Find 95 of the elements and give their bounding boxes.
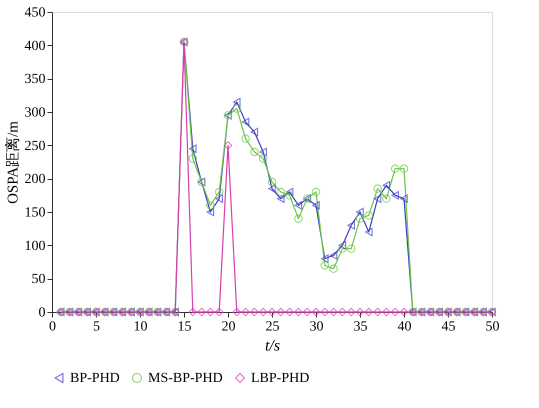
point — [373, 184, 382, 193]
point — [346, 308, 356, 316]
point — [320, 261, 330, 270]
point — [374, 194, 382, 203]
point — [302, 308, 312, 316]
point — [364, 308, 374, 316]
point — [188, 308, 198, 316]
point — [188, 154, 198, 163]
point — [382, 181, 390, 190]
point — [268, 308, 276, 316]
point — [391, 191, 399, 200]
point — [320, 308, 330, 316]
y-tick-label: 50 — [32, 272, 46, 288]
x-tick-label: 45 — [442, 320, 456, 334]
x-tick-label: 25 — [266, 320, 280, 334]
point — [206, 201, 215, 210]
point — [312, 308, 320, 316]
y-tick-label: 200 — [24, 172, 46, 188]
point — [189, 144, 197, 153]
point — [294, 201, 302, 210]
point — [277, 194, 285, 203]
legend-label: BP-PHD — [70, 371, 120, 386]
point — [250, 308, 259, 316]
point — [312, 201, 320, 210]
point — [294, 214, 303, 223]
y-tick-label: 150 — [24, 206, 46, 220]
point — [258, 308, 268, 316]
point — [338, 241, 346, 250]
point — [364, 211, 374, 220]
point — [233, 98, 241, 106]
x-tick-label: 35 — [354, 320, 368, 334]
point — [276, 188, 286, 196]
point — [259, 148, 267, 156]
point — [250, 128, 258, 136]
point — [294, 308, 303, 316]
point — [214, 188, 224, 196]
point — [356, 308, 364, 316]
x-tick-label: 0 — [49, 320, 56, 334]
x-tick-label: 10 — [134, 320, 148, 334]
x-tick-label: 20 — [222, 320, 236, 334]
point — [330, 251, 338, 260]
point — [214, 308, 224, 316]
point — [312, 188, 320, 196]
point — [400, 164, 408, 173]
point — [276, 308, 286, 316]
point — [250, 148, 259, 156]
point — [258, 154, 268, 163]
point — [329, 264, 338, 273]
point — [242, 118, 250, 126]
point — [347, 221, 355, 230]
point — [382, 308, 391, 316]
point — [241, 308, 250, 316]
legend-label: LBP-PHD — [251, 371, 310, 386]
point — [338, 308, 347, 316]
point — [268, 178, 276, 186]
y-tick-label: 350 — [24, 72, 46, 88]
point — [206, 208, 214, 216]
point — [356, 214, 364, 223]
x-tick-label: 15 — [178, 320, 192, 334]
x-tick-label: 50 — [486, 320, 500, 334]
x-tick-label: 30 — [310, 320, 324, 334]
point — [206, 308, 215, 316]
point — [346, 244, 356, 253]
point — [241, 134, 250, 143]
point — [232, 104, 242, 113]
point — [268, 184, 276, 193]
point — [365, 228, 373, 236]
point — [390, 308, 400, 316]
y-axis-title: OSPA距离/m — [4, 120, 22, 204]
legend-label: MS-BP-PHD — [148, 371, 223, 386]
x-tick-label: 40 — [398, 320, 412, 334]
y-tick-label: 250 — [24, 138, 46, 154]
x-tick-label: 5 — [93, 320, 100, 334]
point — [285, 191, 294, 200]
point — [373, 308, 382, 316]
y-tick-label: 0 — [38, 306, 46, 320]
point — [356, 208, 364, 216]
point — [286, 188, 294, 196]
y-tick-label: 450 — [24, 6, 46, 20]
point — [390, 164, 400, 173]
x-axis-title: t/s — [264, 338, 280, 354]
point — [197, 308, 206, 316]
y-tick-label: 400 — [24, 38, 46, 54]
point — [400, 194, 408, 203]
point — [215, 194, 223, 203]
point — [338, 244, 347, 253]
point — [382, 194, 391, 203]
point — [321, 254, 329, 263]
point — [232, 308, 242, 316]
point — [400, 308, 408, 316]
point — [329, 308, 338, 316]
y-tick-label: 100 — [24, 238, 46, 254]
point — [285, 308, 294, 316]
y-tick-label: 300 — [24, 106, 46, 120]
point — [224, 141, 232, 150]
